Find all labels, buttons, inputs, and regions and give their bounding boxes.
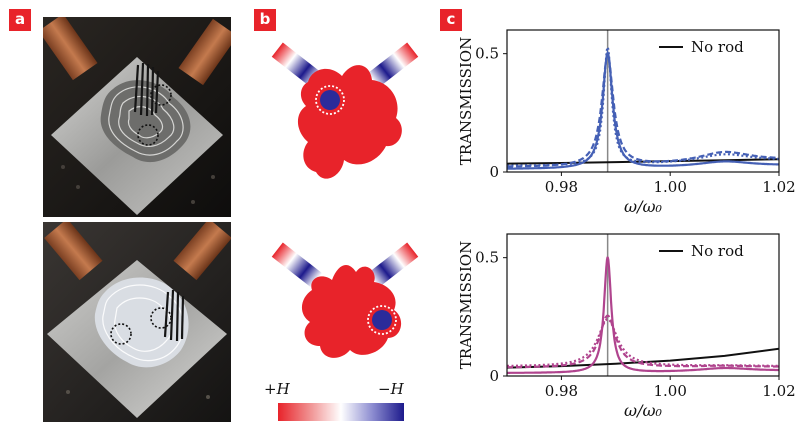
cavity-photo-top [43,17,231,217]
panel-label-a: a [9,9,31,31]
series-dotted [507,318,779,367]
series-no-rod [507,158,779,165]
series-solid [507,50,779,170]
colorbar-gradient [278,403,404,421]
x-tick-label: 1.02 [762,178,795,196]
y-axis-label: TRANSMISSION [457,241,475,369]
plot-frame [506,233,780,377]
x-axis-label: ω/ω₀ [624,401,662,420]
legend-label: No rod [691,242,744,260]
x-tick-label: 1.00 [653,382,686,400]
antenna-right [367,42,419,88]
series-dashed [507,314,779,369]
series-solid [507,256,779,374]
antenna-right-bottom [367,242,419,288]
colorbar-right-label: −H [378,380,404,398]
panel-label-c: c [440,9,462,31]
field-map-bottom [260,220,430,380]
field-map-top [260,20,430,200]
x-tick-label: 0.98 [545,382,578,400]
cavity-photo-bottom [43,222,231,422]
antenna-left [271,42,323,88]
y-axis-label: TRANSMISSION [457,37,475,165]
transmission-chart-top: 0.98 1.00 1.02 0 0.5 ω/ω₀ TRANSMISSION No rod [457,29,796,216]
x-tick-label: 0.98 [545,178,578,196]
legend-label: No rod [691,38,744,56]
series-dotted [507,43,779,167]
colorbar: +H −H [260,380,410,428]
x-axis-label: ω/ω₀ [624,197,662,216]
antenna-left-bottom [271,242,323,288]
y-tick-label: 0 [489,367,499,385]
y-tick-label: 0.5 [475,45,499,63]
rod-bottom [372,310,392,330]
colorbar-left-label: +H [264,380,290,398]
x-tick-label: 1.00 [653,178,686,196]
plot-frame [506,29,780,173]
transmission-chart-bottom: 0.98 1.00 1.02 0 0.5 ω/ω₀ TRANSMISSION No rod [457,233,796,420]
y-tick-label: 0.5 [475,249,499,267]
panel-label-b: b [254,9,276,31]
y-tick-label: 0 [489,163,499,181]
series-dashed [507,53,779,168]
rod-top [320,90,340,110]
x-tick-label: 1.02 [762,382,795,400]
